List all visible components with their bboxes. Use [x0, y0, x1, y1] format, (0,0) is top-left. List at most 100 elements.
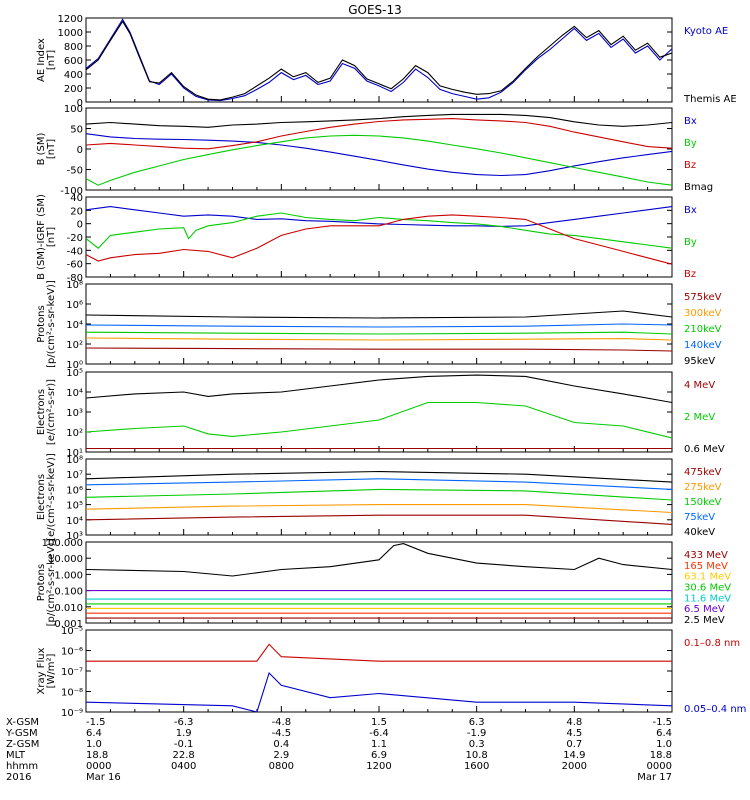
orbit-cell: Mar 16	[86, 772, 121, 783]
orbit-table: X-GSMY-GSMZ-GSMMLThhmm2016-1.56.41.018.8…	[5, 717, 672, 783]
orbit-cell: 22.8	[173, 750, 195, 761]
orbit-cell: 0400	[171, 761, 196, 772]
y-tick-label: 10⁴	[66, 320, 83, 331]
legend-entry: 6.5 MeV	[684, 604, 725, 615]
y-tick-label: 1.000	[54, 570, 83, 581]
y-tick-label: 10⁻⁷	[61, 667, 83, 678]
series-line-Bx	[86, 206, 672, 227]
y-tick-label: 0	[77, 220, 83, 231]
series-line-0.05–0.4 nm	[86, 671, 672, 712]
orbit-cell: 0000	[86, 761, 111, 772]
legend-entry: 0.6 MeV	[684, 444, 725, 455]
y-tick-label: -40	[67, 246, 83, 257]
series-line-40keV	[86, 470, 672, 483]
orbit-cell: 1200	[366, 761, 391, 772]
y-axis-label: [W/m²]	[46, 653, 57, 688]
series-line-2.5 MeV	[86, 543, 672, 577]
y-tick-label: 10⁸	[66, 280, 83, 291]
series-line-475keV	[86, 514, 672, 525]
y-tick-label: 10⁻⁹	[61, 708, 83, 719]
y-axis-label: Protons	[36, 564, 47, 601]
y-axis-label: [e/(cm²-s-sr)]	[46, 379, 57, 445]
orbit-cell: 0800	[269, 761, 294, 772]
orbit-cell: -0.1	[174, 739, 194, 750]
panel-xray: 10⁻⁹ 10⁻⁸ 10⁻⁷ 10⁻⁶ 10⁻⁵ Xray Flux [W/m²] 0.1–0…	[36, 626, 746, 719]
series-group	[86, 374, 672, 450]
orbit-cell: 4.5	[566, 728, 582, 739]
y-axis-label: Electrons	[36, 474, 47, 520]
panel-frame	[85, 541, 673, 624]
orbit-cell: -6.4	[369, 728, 389, 739]
orbit-cell: -1.5	[86, 717, 106, 728]
legend-entry: 0.1–0.8 nm	[684, 638, 740, 649]
y-tick-label: 10³	[66, 531, 83, 542]
series-line-Kyoto AE	[86, 18, 672, 102]
series-line-Bz	[86, 118, 672, 150]
legend-entry: Bx	[684, 205, 697, 216]
panel-protons1: 10⁰ 10² 10⁴ 10⁶ 10⁸ Protons [p/(cm²-s-sr-keV)]…	[36, 280, 722, 371]
y-tick-label: 10⁶	[66, 300, 83, 311]
y-axis-label: Electrons	[36, 389, 47, 435]
orbit-cell: 0.7	[566, 739, 582, 750]
orbit-cell: 2000	[562, 761, 587, 772]
series-line-210keV	[86, 331, 672, 335]
y-tick-label: 0	[77, 145, 83, 156]
orbit-cell: 18.8	[86, 750, 108, 761]
y-tick-label: 10⁵	[66, 501, 83, 512]
y-axis-label: AE Index	[36, 38, 47, 82]
y-tick-label: 0	[77, 98, 83, 109]
legend-entry: 0.05–0.4 nm	[684, 704, 746, 715]
y-tick-label: 10¹	[66, 448, 83, 459]
series-group	[86, 18, 672, 102]
y-axis-label: [p/(cm²-s-sr-keV)]	[46, 539, 57, 627]
y-tick-label: -20	[67, 233, 83, 244]
y-tick-label: 10⁴	[66, 516, 83, 527]
y-tick-label: 10⁴	[66, 388, 83, 399]
legend-entry: Bmag	[684, 182, 713, 193]
legend-entry: 2 MeV	[684, 412, 715, 423]
orbit-row-label: X-GSM	[6, 717, 39, 728]
orbit-row-label: 2016	[6, 772, 31, 783]
chart-title: GOES-13	[348, 3, 402, 17]
y-tick-label: 1200	[58, 14, 83, 25]
orbit-cell: Mar 17	[637, 772, 672, 783]
orbit-cell: 18.8	[650, 750, 672, 761]
y-tick-label: 100	[64, 104, 83, 115]
series-group	[86, 206, 672, 265]
series-line-575keV	[86, 347, 672, 352]
orbit-row-label: MLT	[6, 750, 26, 761]
legend-entry: 2.5 MeV	[684, 615, 725, 626]
y-tick-label: 10⁷	[66, 470, 83, 481]
y-tick-label: 600	[64, 56, 83, 67]
y-tick-label: 50	[70, 125, 83, 136]
y-tick-label: 0.100	[54, 587, 83, 598]
legend-entry: Bz	[684, 160, 696, 171]
legend-entry: 11.6 MeV	[684, 593, 731, 604]
legend-entry: 4 MeV	[684, 380, 715, 391]
orbit-cell: 1.9	[176, 728, 192, 739]
orbit-cell: 6.4	[86, 728, 102, 739]
y-axis-label: [nT]	[46, 50, 57, 70]
orbit-cell: 2.9	[273, 750, 289, 761]
y-tick-label: 800	[64, 42, 83, 53]
orbit-cell: 0000	[647, 761, 672, 772]
y-tick-label: 10⁸	[66, 455, 83, 466]
legend-entry: By	[684, 138, 697, 149]
y-tick-label: -80	[67, 273, 83, 284]
y-tick-label: -50	[67, 166, 83, 177]
panel-frame	[85, 283, 673, 365]
y-tick-label: 40	[70, 193, 83, 204]
y-axis-label: [e/(cm²-s-sr-keV)]	[46, 453, 57, 541]
series-line-140keV	[86, 323, 672, 328]
panel-frame	[85, 371, 673, 453]
y-tick-label: -60	[67, 260, 83, 271]
y-axis-label: [nT]	[46, 227, 57, 247]
legend-entry: 75keV	[684, 512, 715, 523]
series-line-0.1–0.8 nm	[86, 643, 672, 662]
y-tick-label: 10⁻⁵	[61, 626, 83, 637]
y-tick-label: 10.000	[48, 554, 83, 565]
orbit-row-label: Y-GSM	[5, 728, 38, 739]
y-tick-label: 10⁰	[66, 360, 83, 371]
series-line-Bx	[86, 133, 672, 177]
